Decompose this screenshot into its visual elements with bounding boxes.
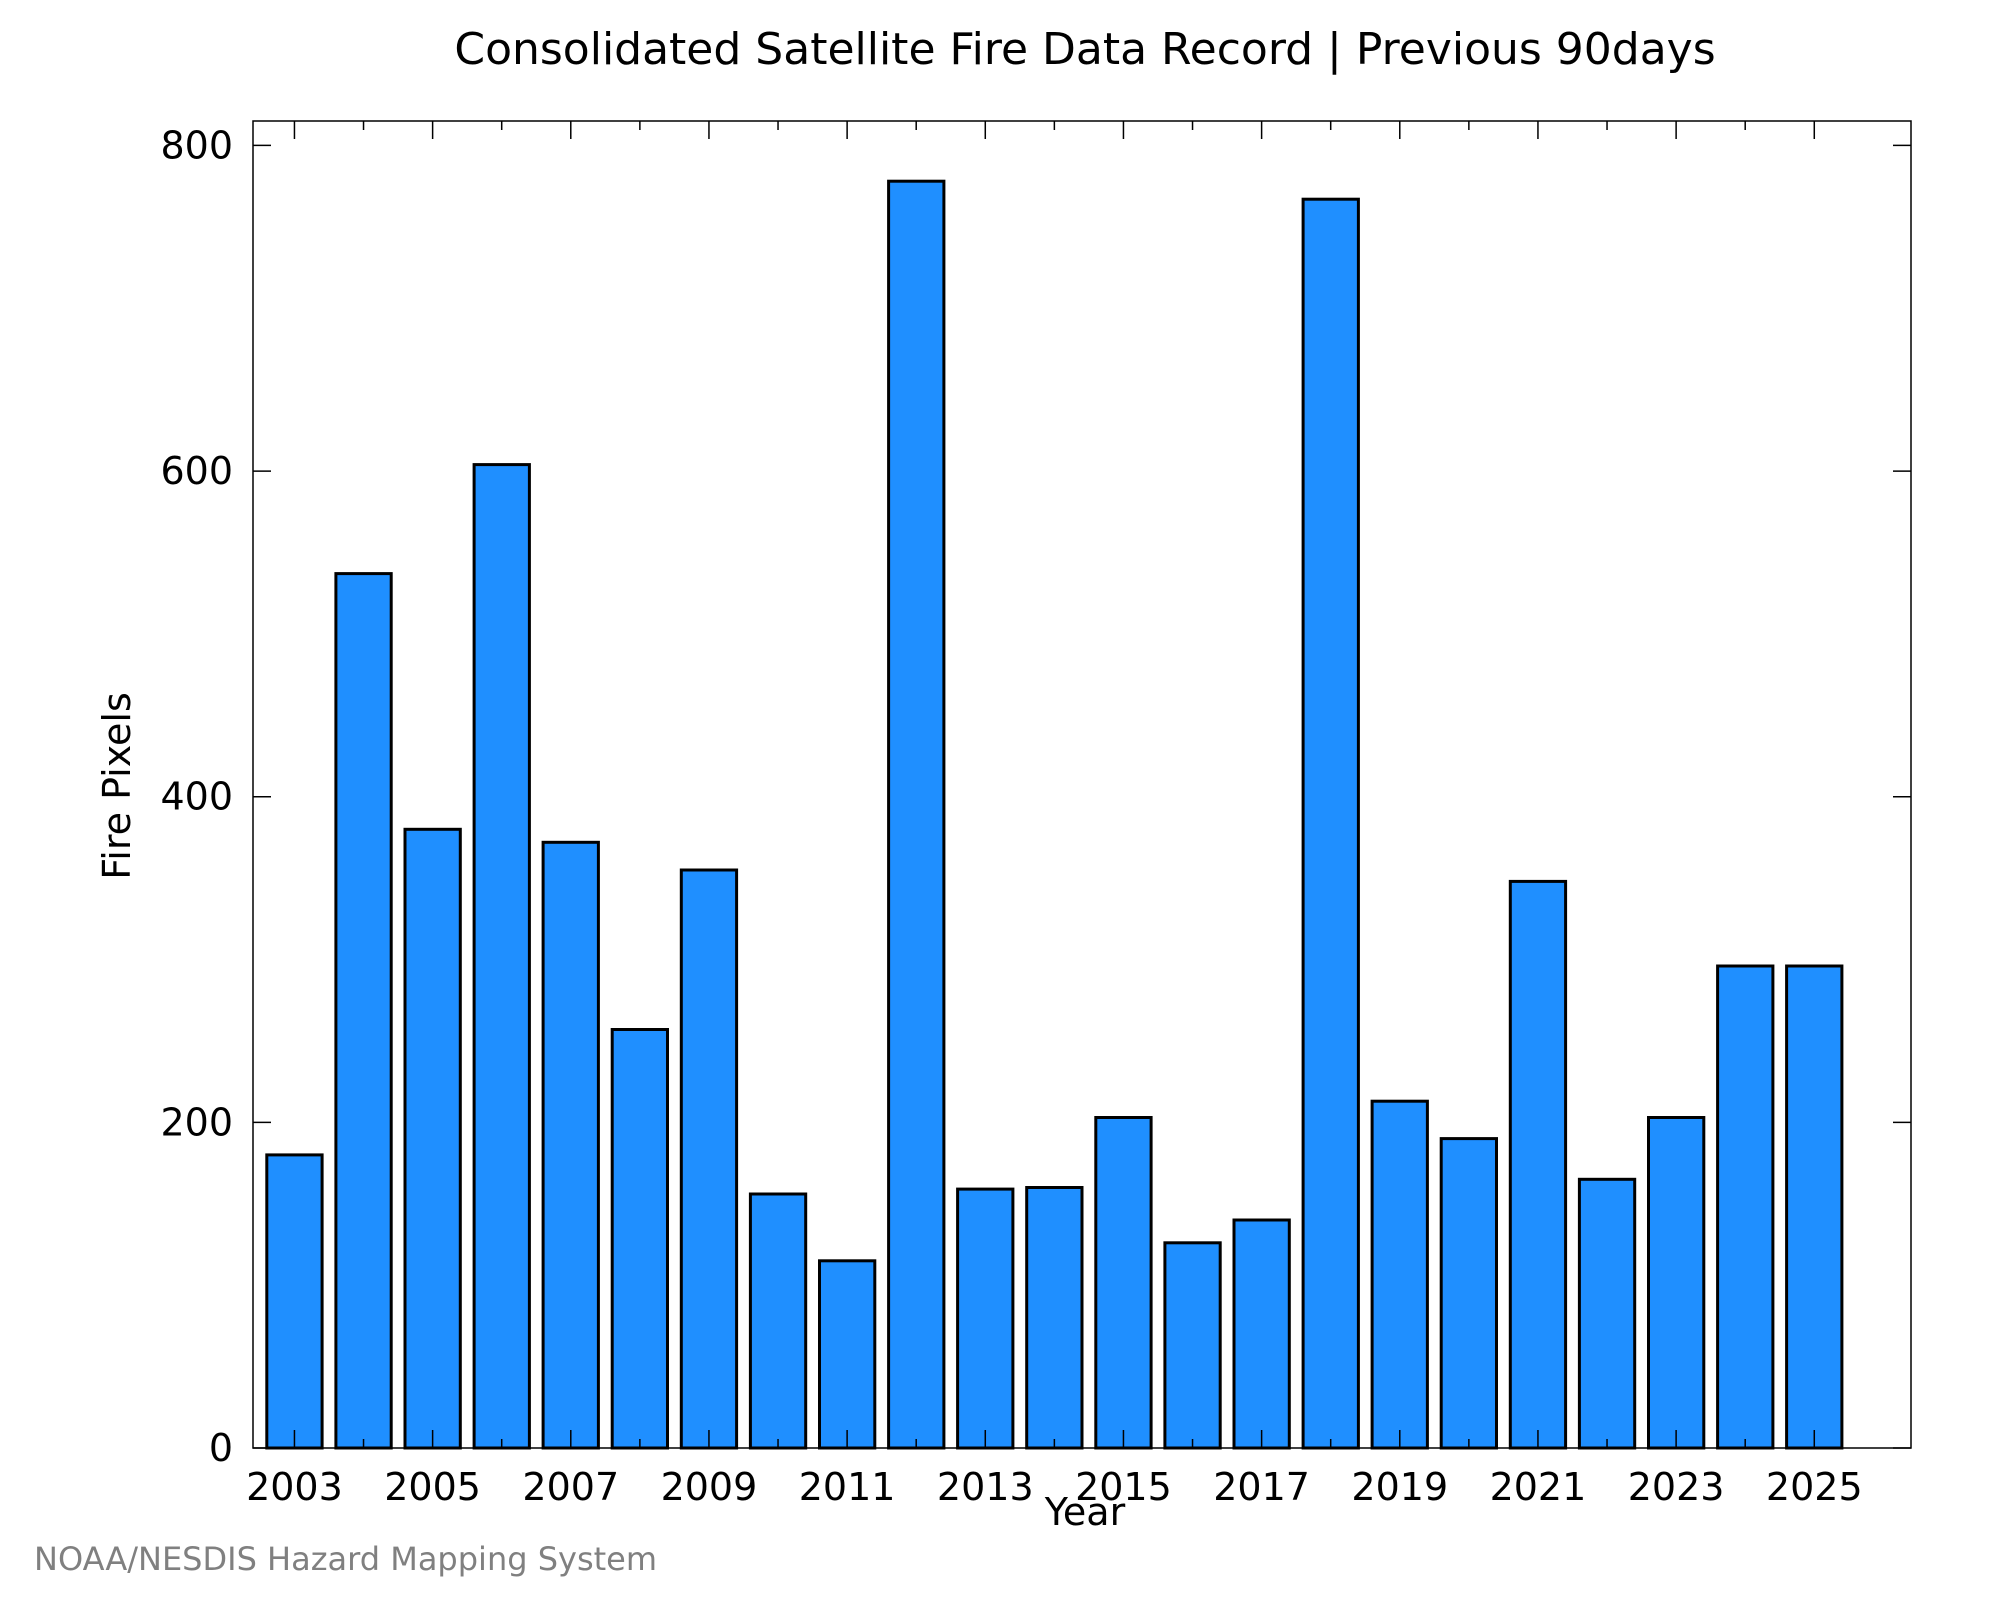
bar-2023 xyxy=(1647,1116,1706,1450)
x-tick-label-2011: 2011 xyxy=(799,1465,896,1509)
bars-layer xyxy=(265,179,1844,1450)
bar-2003 xyxy=(265,1153,324,1450)
bar-2015 xyxy=(1094,1116,1153,1450)
x-tick-label-2017: 2017 xyxy=(1213,1465,1310,1509)
x-tick-label-2025: 2025 xyxy=(1766,1465,1863,1509)
chart-title: Consolidated Satellite Fire Data Record … xyxy=(454,24,1715,75)
bar-2009 xyxy=(679,868,739,1450)
bar-2010 xyxy=(748,1192,808,1450)
bar-2018 xyxy=(1301,197,1360,1450)
bar-2021 xyxy=(1508,879,1568,1450)
y-tick-label-400: 400 xyxy=(160,775,233,819)
bar-2020 xyxy=(1439,1137,1498,1450)
bar-2022 xyxy=(1577,1177,1637,1450)
y-tick-label-600: 600 xyxy=(160,449,233,493)
bar-2004 xyxy=(334,572,393,1450)
x-tick-label-2003: 2003 xyxy=(246,1465,343,1509)
bar-2006 xyxy=(472,463,531,1450)
plot-frame xyxy=(252,120,1912,1449)
x-tick-label-2013: 2013 xyxy=(937,1465,1034,1509)
bar-2019 xyxy=(1370,1099,1429,1450)
y-axis-label: Fire Pixels xyxy=(95,692,139,880)
x-tick-label-2005: 2005 xyxy=(384,1465,481,1509)
x-tick-label-2015: 2015 xyxy=(1075,1465,1172,1509)
y-tick-label-0: 0 xyxy=(209,1426,233,1470)
bar-2008 xyxy=(610,1028,670,1450)
y-tick-label-200: 200 xyxy=(160,1100,233,1144)
bar-2014 xyxy=(1025,1186,1084,1450)
bar-2013 xyxy=(956,1187,1015,1450)
y-tick-label-800: 800 xyxy=(160,123,233,167)
x-tick-label-2019: 2019 xyxy=(1351,1465,1448,1509)
x-tick-label-2021: 2021 xyxy=(1490,1465,1587,1509)
bar-2012 xyxy=(887,179,946,1450)
bar-2024 xyxy=(1716,964,1775,1450)
bar-2011 xyxy=(818,1259,877,1450)
bar-2025 xyxy=(1785,964,1844,1450)
x-tick-label-2009: 2009 xyxy=(661,1465,758,1509)
bar-2007 xyxy=(541,840,600,1450)
x-tick-label-2023: 2023 xyxy=(1628,1465,1725,1509)
bar-2005 xyxy=(403,827,462,1450)
x-tick-label-2007: 2007 xyxy=(522,1465,619,1509)
bar-2016 xyxy=(1163,1241,1222,1450)
ticks-layer: 0 200 400 600 800 2003 2005 2007 2009 2011 2013 201… xyxy=(160,121,1911,1509)
source-credit: NOAA/NESDIS Hazard Mapping System xyxy=(34,1540,657,1578)
bar-2017 xyxy=(1232,1218,1291,1450)
axes-layer xyxy=(252,120,1912,1449)
x-axis-label: Year xyxy=(1044,1490,1126,1534)
